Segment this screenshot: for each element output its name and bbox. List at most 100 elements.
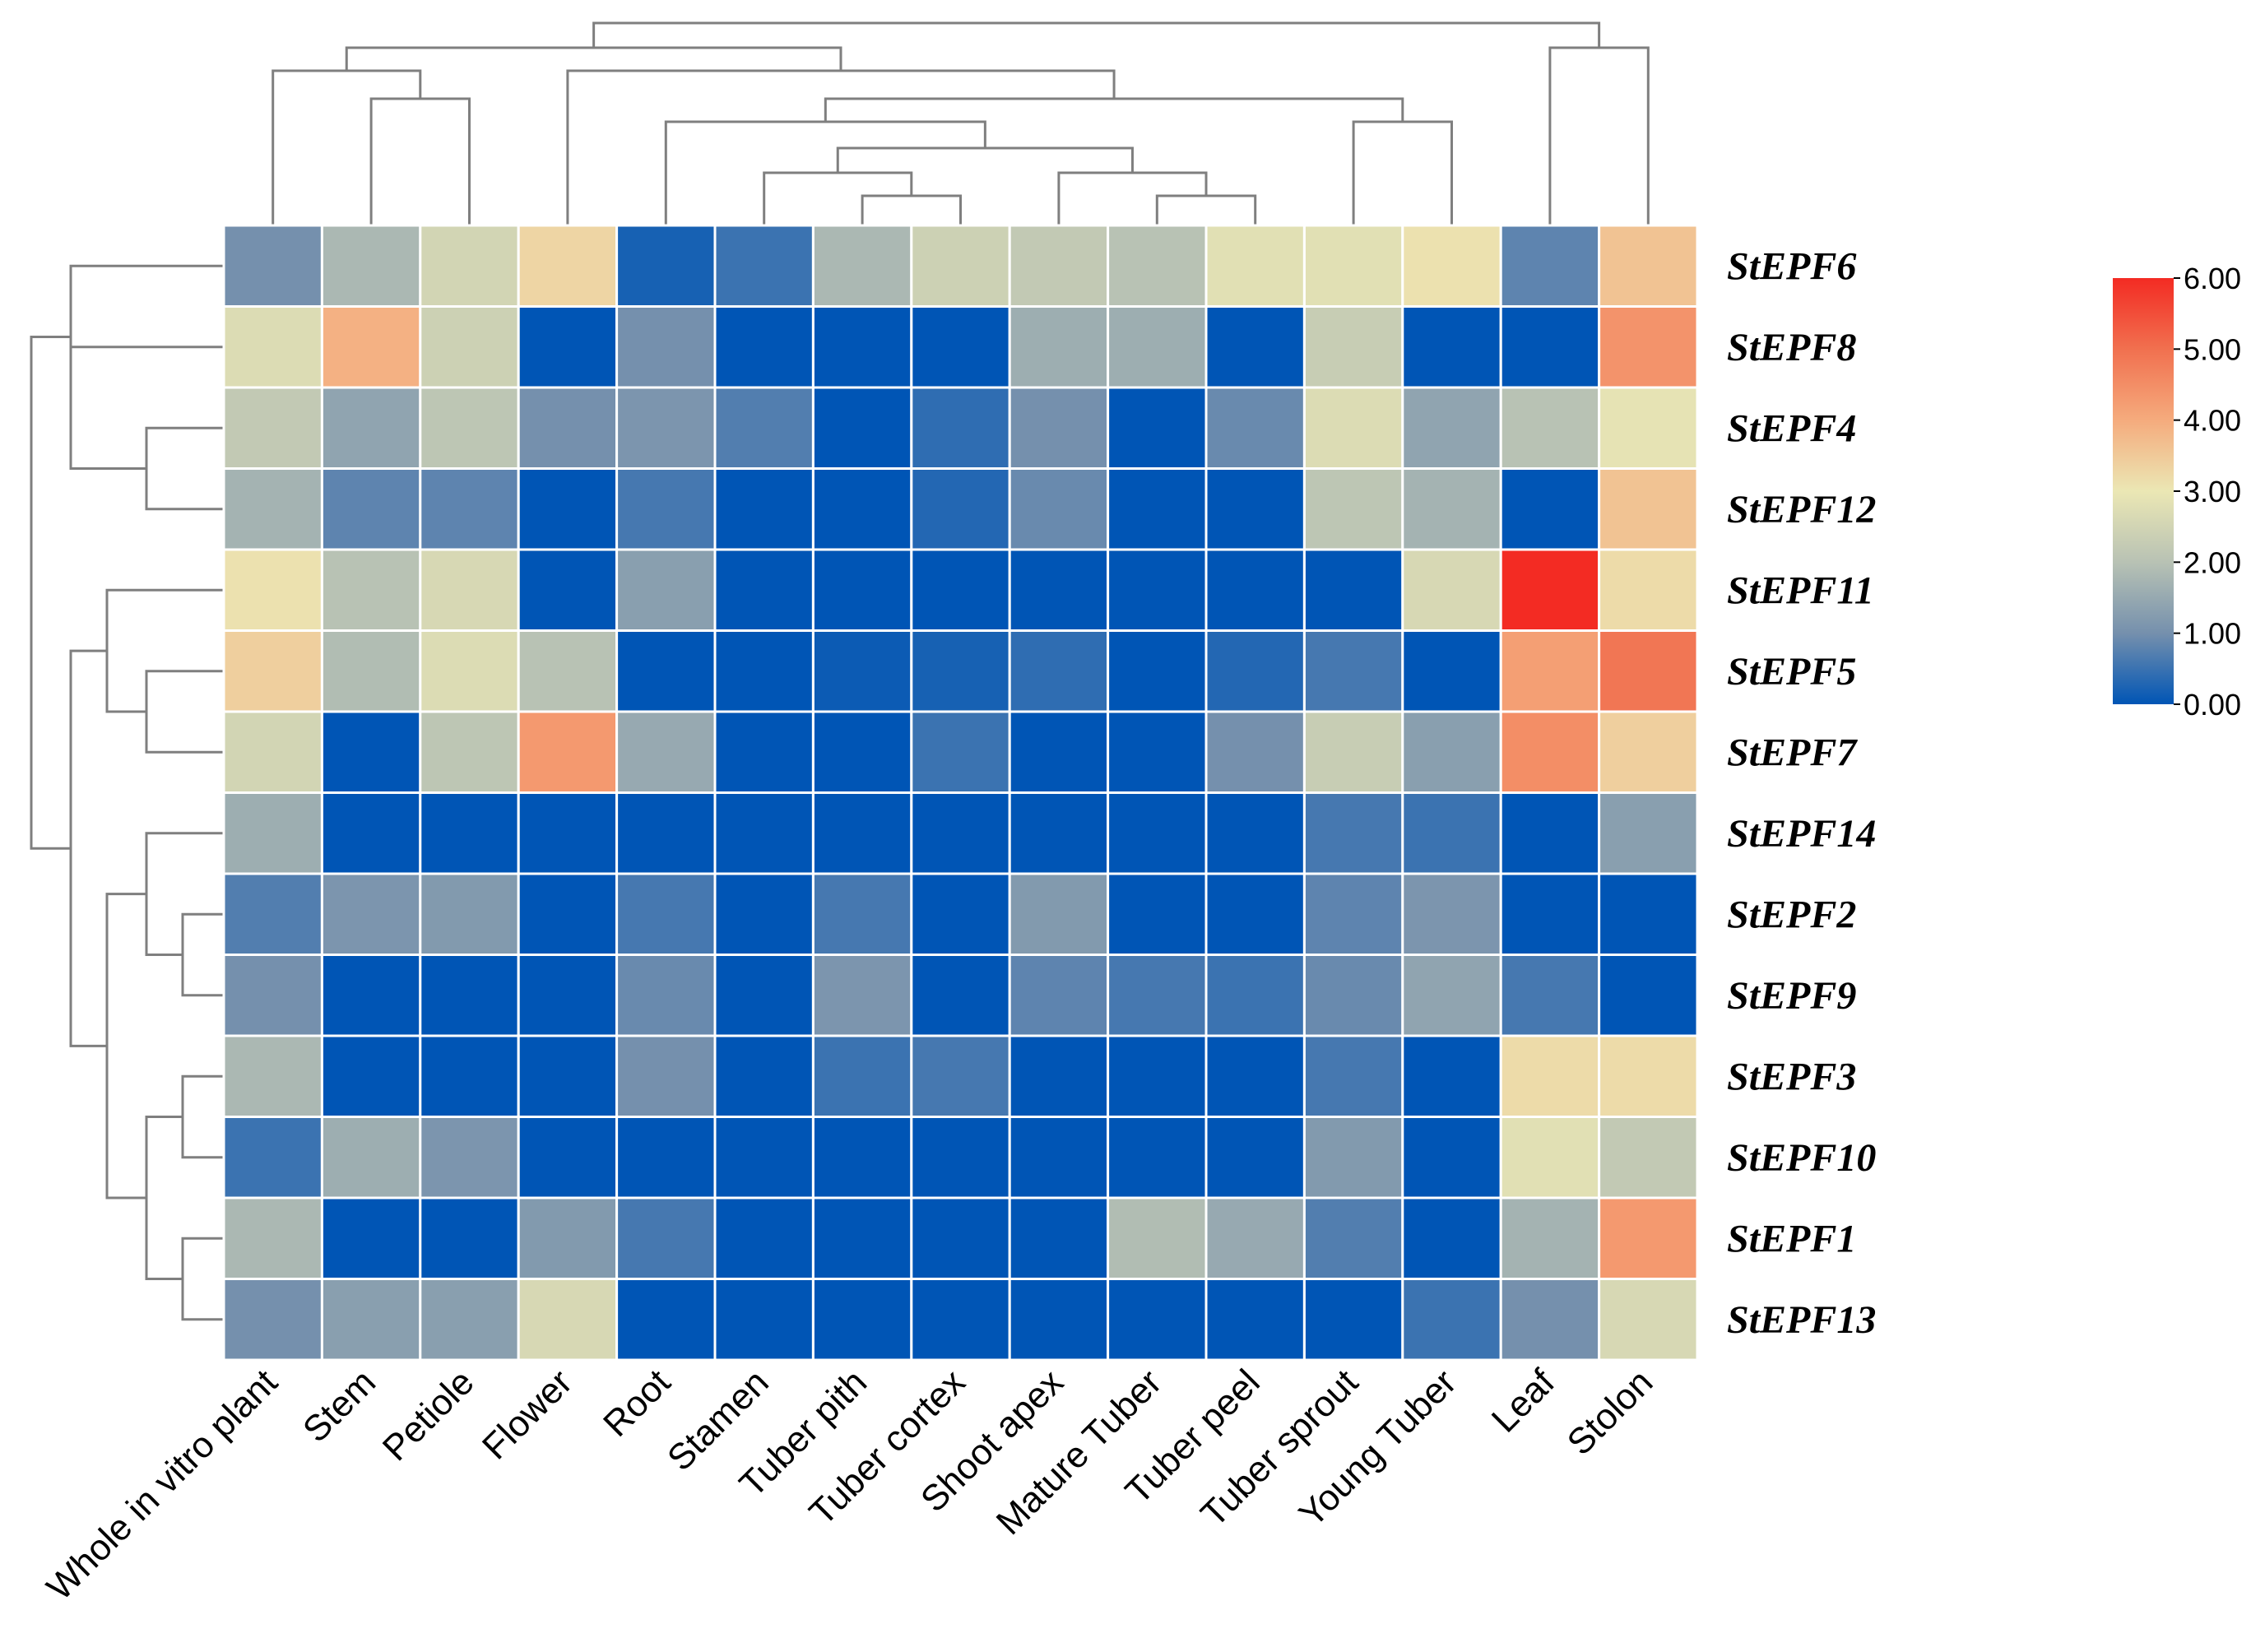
heatmap-cell	[910, 791, 1011, 875]
heatmap-cell	[1008, 305, 1110, 389]
heatmap-cell	[1107, 1034, 1208, 1118]
heatmap-cell	[1107, 224, 1208, 308]
heatmap-cell	[615, 872, 717, 956]
heatmap-cell	[1204, 548, 1306, 632]
gene-label: StEPF10	[1727, 1136, 1876, 1180]
heatmap-cell	[1204, 872, 1306, 956]
heatmap-cell	[1499, 386, 1601, 470]
heatmap-cell	[811, 791, 913, 875]
dendrogram-branch	[1057, 171, 1208, 225]
gene-label: StEPF11	[1727, 568, 1874, 612]
heatmap-cell	[1107, 1278, 1208, 1362]
heatmap-cell	[1302, 954, 1404, 1037]
heatmap-cell	[320, 224, 422, 308]
heatmap-cell	[1204, 224, 1306, 308]
heatmap-cell	[713, 872, 815, 956]
heatmap-cell	[910, 467, 1011, 551]
heatmap-cell	[419, 548, 520, 632]
dendrogram-branch	[69, 264, 224, 408]
heatmap-cell	[910, 1196, 1011, 1280]
heatmap-cell	[1302, 467, 1404, 551]
heatmap-cell	[1401, 305, 1502, 389]
heatmap-cell	[1107, 791, 1208, 875]
heatmap-cell	[1204, 1034, 1306, 1118]
heatmap-cell	[320, 467, 422, 551]
heatmap-cell	[1598, 1034, 1699, 1118]
heatmap-cell	[419, 467, 520, 551]
heatmap-cell	[517, 305, 619, 389]
heatmap-cell	[419, 629, 520, 713]
heatmap-cell	[1302, 224, 1404, 308]
heatmap-cell	[1401, 1278, 1502, 1362]
heatmap-cell	[1107, 954, 1208, 1037]
heatmap-cell	[320, 1116, 422, 1200]
heatmap-cell	[419, 954, 520, 1037]
heatmap-cell	[811, 386, 913, 470]
heatmap-cell	[615, 1116, 717, 1200]
heatmap-cell	[517, 954, 619, 1037]
heatmap-cell	[1008, 710, 1110, 794]
tissue-label: Root	[596, 1362, 678, 1444]
heatmap-cell	[1499, 629, 1601, 713]
heatmap-cell	[1107, 305, 1208, 389]
heatmap-cell	[1302, 1196, 1404, 1280]
heatmap-cell	[419, 1116, 520, 1200]
heatmap-cell	[1008, 1278, 1110, 1362]
dendrogram-branch	[1548, 46, 1650, 225]
heatmap-cell	[1401, 1034, 1502, 1118]
heatmap-cell	[222, 872, 323, 956]
heatmap-cell	[222, 1278, 323, 1362]
heatmap-cell	[615, 1196, 717, 1280]
heatmap-cell	[811, 1278, 913, 1362]
heatmap-cell	[1008, 872, 1110, 956]
legend-tick-label: 4.00	[2184, 404, 2241, 438]
heatmap-cell	[811, 1196, 913, 1280]
heatmap-cell	[1302, 629, 1404, 713]
heatmap-cell	[1302, 305, 1404, 389]
heatmap-cell	[1499, 1034, 1601, 1118]
heatmap-cell	[713, 224, 815, 308]
gene-label: StEPF12	[1727, 488, 1876, 531]
heatmap-cell	[1204, 1196, 1306, 1280]
dendrogram-branch	[369, 97, 471, 225]
heatmap-cell	[1107, 386, 1208, 470]
dendrogram-branch	[181, 912, 224, 997]
dendrogram-branch	[181, 1237, 224, 1321]
dendrogram-branch	[272, 69, 422, 225]
heatmap-cell	[222, 1196, 323, 1280]
legend-tick-label: 2.00	[2184, 545, 2241, 579]
heatmap-cell	[1204, 954, 1306, 1037]
heatmap-cell	[1008, 1034, 1110, 1118]
dendrogram-branch	[105, 588, 224, 713]
heatmap-cell	[713, 548, 815, 632]
gene-label: StEPF5	[1727, 650, 1856, 694]
gene-label: StEPF13	[1727, 1298, 1876, 1342]
heatmap-cell	[1008, 548, 1110, 632]
color-legend: 6.00 5.00 4.00 3.00 2.00 1.00 0.00	[2113, 262, 2241, 722]
heatmap-cell	[910, 954, 1011, 1037]
heatmap-cell	[1499, 467, 1601, 551]
heatmap-cell	[419, 1278, 520, 1362]
heatmap-cell	[320, 872, 422, 956]
heatmap-cell	[1204, 791, 1306, 875]
heatmap-cell	[222, 1116, 323, 1200]
heatmap-cell	[222, 954, 323, 1037]
heatmap-cell	[713, 1034, 815, 1118]
dendrogram-branch	[181, 1074, 224, 1159]
heatmap-cell	[1204, 467, 1306, 551]
tissue-label: Petiole	[375, 1362, 482, 1469]
heatmap-cell	[1401, 386, 1502, 470]
heatmap-cell	[811, 954, 913, 1037]
heatmap-cell	[517, 1034, 619, 1118]
heatmap-cell	[713, 386, 815, 470]
dendrogram-branch	[861, 194, 962, 225]
heatmap-cell	[1499, 872, 1601, 956]
heatmap-cell	[1401, 872, 1502, 956]
heatmap-cell	[1499, 305, 1601, 389]
heatmap-cell	[1598, 954, 1699, 1037]
heatmap-cell	[1499, 1196, 1601, 1280]
heatmap-cell	[811, 548, 913, 632]
column-dendrogram	[272, 21, 1650, 225]
heatmap-cell	[1598, 305, 1699, 389]
